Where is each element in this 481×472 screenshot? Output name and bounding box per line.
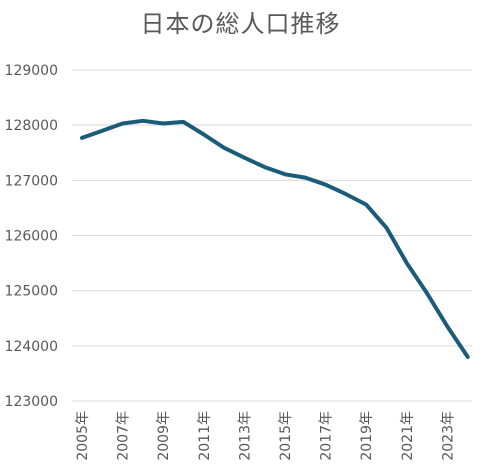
x-tick-label: 2023年	[440, 411, 456, 461]
x-tick-label: 2021年	[400, 411, 416, 461]
y-tick-label: 129000	[5, 63, 58, 79]
x-tick-label: 2005年	[75, 411, 91, 461]
x-tick-label: 2007年	[116, 411, 132, 461]
y-tick-label: 128000	[5, 118, 58, 134]
y-tick-label: 125000	[5, 284, 58, 300]
x-tick-label: 2009年	[156, 411, 172, 461]
x-tick-label: 2011年	[197, 411, 213, 461]
chart-title: 日本の総人口推移	[140, 10, 341, 38]
x-tick-label: 2019年	[359, 411, 375, 461]
x-tick-label: 2013年	[237, 411, 253, 461]
x-tick-label: 2015年	[278, 411, 294, 461]
y-tick-label: 124000	[5, 339, 58, 355]
y-tick-label: 123000	[5, 394, 58, 410]
y-tick-label: 126000	[5, 229, 58, 245]
y-tick-label: 127000	[5, 173, 58, 189]
x-tick-label: 2017年	[319, 411, 335, 461]
series-line	[80, 118, 470, 359]
